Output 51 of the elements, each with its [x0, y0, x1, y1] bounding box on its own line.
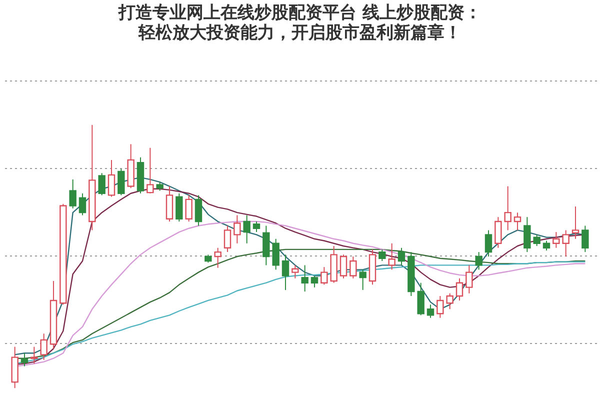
candlestick — [388, 242, 396, 270]
candlestick — [552, 232, 560, 248]
candlestick — [262, 225, 270, 266]
candlestick — [475, 252, 482, 270]
candlestick — [272, 238, 280, 270]
candlestick — [310, 275, 318, 288]
candlestick — [456, 278, 464, 301]
candlestick — [78, 192, 86, 216]
candlestick — [504, 186, 512, 231]
candlestick — [320, 266, 328, 286]
candlestick — [572, 206, 580, 240]
candlestick — [582, 225, 589, 253]
candlestick — [514, 212, 522, 231]
chart-subtitle: 轻松放大投资能力，开启股市盈利新篇章！ — [138, 23, 462, 43]
candlestick — [359, 269, 366, 290]
candlestick — [20, 352, 28, 367]
candlestick — [243, 214, 250, 244]
candlestick — [466, 264, 473, 294]
candlestick — [282, 254, 290, 290]
candlestick — [417, 282, 424, 316]
candlestick — [98, 172, 106, 196]
candlestick — [176, 192, 183, 222]
candlestick — [166, 186, 174, 222]
candlestick — [30, 346, 38, 364]
candlestick — [214, 247, 222, 268]
candlestick — [533, 234, 540, 246]
candlestick — [494, 216, 502, 248]
candlestick — [146, 147, 154, 194]
candlestick — [301, 264, 308, 292]
chart-title: 打造专业网上在线炒股配资平台 线上炒股配资： — [118, 3, 482, 23]
candlestick — [69, 178, 76, 209]
candlestick — [542, 240, 550, 251]
candlestick — [118, 168, 125, 196]
candlestick — [224, 225, 232, 253]
candlestick — [40, 333, 48, 360]
candlestick — [350, 256, 357, 279]
candlestick — [524, 216, 531, 253]
candlestick — [436, 296, 444, 318]
candlestick — [426, 304, 434, 318]
candlestick — [446, 292, 454, 310]
candlestick — [234, 214, 241, 244]
candlestick — [484, 230, 492, 258]
candlestick — [252, 221, 260, 233]
candlestick — [562, 230, 570, 258]
candlestick — [185, 194, 192, 222]
candlestick — [194, 194, 202, 226]
candlestick — [108, 159, 116, 198]
candlestick — [378, 248, 386, 262]
candlestick — [398, 247, 406, 266]
candlestick — [340, 254, 348, 279]
candlestick — [292, 264, 299, 279]
